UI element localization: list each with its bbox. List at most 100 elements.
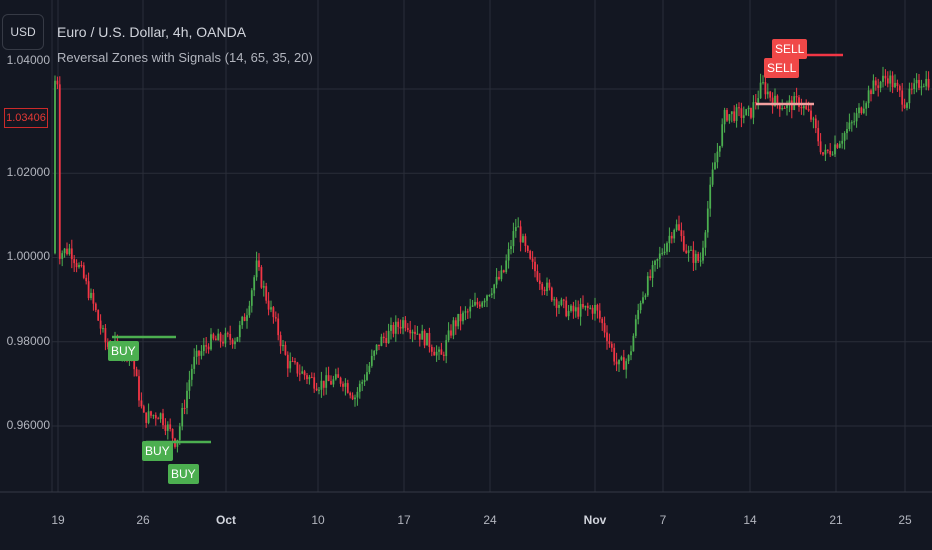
price-axis-label: 0.96000 — [6, 418, 50, 432]
candle-body — [78, 264, 80, 268]
candle-body — [543, 289, 546, 292]
candle-body — [742, 115, 745, 118]
candle-body — [248, 305, 251, 316]
candle-body — [884, 75, 887, 79]
candle-body — [673, 229, 676, 239]
candle-body — [538, 280, 541, 284]
time-axis-label: 24 — [483, 513, 497, 527]
candle-body — [555, 299, 558, 308]
candle-body — [409, 329, 412, 334]
candle-body — [466, 311, 469, 313]
candle-body — [188, 379, 191, 391]
candle-body — [63, 248, 66, 254]
candle-body — [759, 82, 762, 99]
candle-body — [478, 304, 481, 307]
candle-body — [366, 372, 368, 381]
candle-body — [639, 302, 642, 311]
candle-body — [541, 283, 544, 290]
time-axis-label: 26 — [136, 513, 150, 527]
candle-body — [795, 96, 798, 98]
candle-body — [296, 362, 299, 374]
candle-body — [301, 371, 304, 374]
candle-body — [855, 113, 858, 122]
candle-body — [241, 316, 244, 326]
candle-body — [762, 82, 764, 84]
candle-body — [656, 259, 659, 261]
candle-body — [757, 98, 760, 103]
sell-signal-label[interactable]: SELL — [764, 58, 800, 78]
candle-body — [147, 411, 150, 423]
candle-body — [94, 303, 97, 311]
candle-body — [788, 100, 791, 104]
candle-body — [380, 336, 383, 346]
candle-body — [781, 108, 784, 110]
candle-body — [75, 263, 78, 268]
indicator-title[interactable]: Reversal Zones with Signals (14, 65, 35,… — [57, 50, 313, 65]
candle-body — [97, 310, 100, 321]
buy-signal-label[interactable]: BUY — [108, 341, 139, 361]
candle-body — [82, 265, 85, 278]
candle-body — [462, 312, 464, 322]
currency-button[interactable]: USD — [2, 14, 44, 50]
candle-body — [831, 154, 834, 156]
candle-body — [61, 253, 64, 259]
candle-body — [610, 343, 613, 348]
candle-body — [356, 391, 359, 398]
candle-body — [682, 236, 685, 251]
candle-body — [733, 111, 736, 121]
candle-body — [800, 106, 803, 109]
candle-body — [162, 413, 164, 426]
candle-body — [486, 295, 488, 301]
candle-body — [918, 79, 920, 88]
candle-body — [385, 338, 388, 344]
time-axis-label: 14 — [743, 513, 757, 527]
candle-body — [68, 248, 71, 255]
candle-body — [529, 250, 532, 259]
candle-body — [404, 320, 407, 328]
candle-body — [716, 151, 719, 163]
candle-body — [632, 335, 635, 352]
candle-body — [745, 109, 748, 116]
candle-body — [440, 349, 443, 355]
candle-body — [279, 335, 282, 347]
candle-body — [752, 102, 755, 118]
candle-body — [262, 286, 265, 288]
candle-body — [658, 253, 661, 260]
candle-body — [606, 332, 608, 342]
candle-body — [73, 259, 76, 264]
symbol-title[interactable]: Euro / U.S. Dollar, 4h, OANDA — [57, 24, 247, 40]
candle-body — [255, 260, 258, 278]
candle-body — [644, 295, 647, 298]
candle-body — [272, 307, 275, 318]
candle-body — [315, 388, 318, 391]
candle-body — [562, 299, 565, 301]
candle-body — [361, 381, 364, 384]
candle-body — [661, 253, 664, 255]
candle-body — [750, 107, 752, 118]
candle-body — [714, 162, 716, 170]
candle-body — [217, 333, 220, 341]
candle-body — [920, 86, 923, 88]
candle-body — [603, 323, 606, 333]
candle-body — [238, 325, 241, 338]
candle-body — [246, 315, 248, 321]
candle-body — [764, 82, 767, 95]
time-axis-label: 19 — [51, 513, 65, 527]
sell-signal-label[interactable]: SELL — [772, 39, 808, 59]
candle-body — [318, 389, 320, 391]
candle-body — [783, 108, 786, 110]
buy-signal-label[interactable]: BUY — [168, 464, 199, 484]
candle-body — [452, 320, 455, 336]
candle-body — [723, 110, 726, 125]
candle-body — [594, 304, 596, 314]
candle-body — [889, 75, 892, 84]
candle-body — [133, 356, 136, 370]
candle-body — [210, 334, 212, 350]
candle-body — [457, 313, 460, 327]
candle-body — [334, 374, 337, 380]
candle-body — [848, 122, 851, 130]
buy-signal-label[interactable]: BUY — [142, 441, 173, 461]
candle-body — [798, 97, 800, 107]
